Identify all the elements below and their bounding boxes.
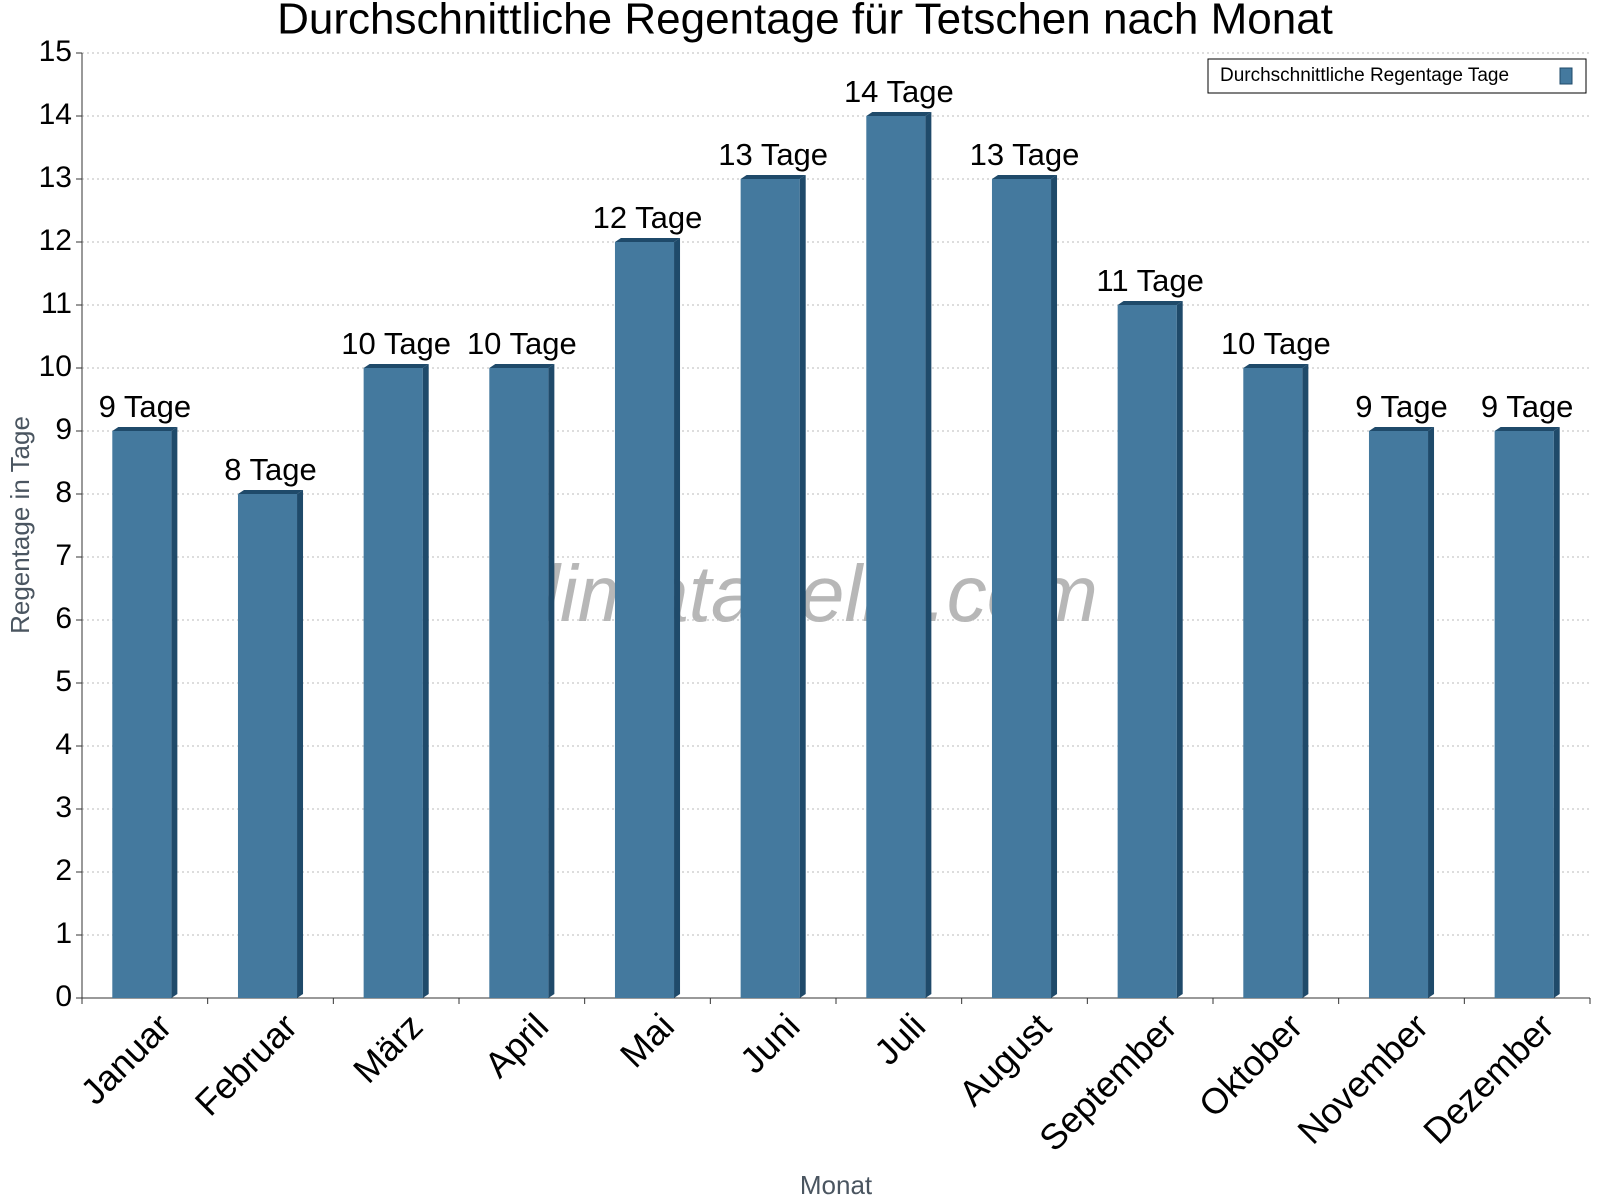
y-tick-label: 10	[39, 350, 72, 383]
y-tick-label: 1	[55, 917, 72, 950]
value-label: 12 Tage	[593, 200, 703, 235]
bar	[1117, 305, 1177, 998]
y-axis-label: Regentage in Tage	[5, 416, 35, 634]
value-label: 10 Tage	[467, 326, 577, 361]
legend-swatch	[1559, 67, 1573, 85]
value-label: 13 Tage	[970, 137, 1080, 172]
x-tick-label: April	[476, 1005, 556, 1085]
bar-side	[1176, 301, 1183, 998]
x-tick-label: August	[951, 1005, 1059, 1113]
bar-side	[925, 112, 932, 998]
bar-top	[363, 364, 429, 368]
y-tick-label: 6	[55, 602, 72, 635]
value-label: 9 Tage	[1481, 389, 1574, 424]
bar	[866, 116, 926, 998]
bar-top	[866, 112, 932, 116]
y-tick-label: 2	[55, 854, 72, 887]
x-tick-label: Juni	[732, 1005, 808, 1081]
y-tick-label: 13	[39, 161, 72, 194]
bar-side	[1553, 427, 1560, 998]
bar-top	[1243, 364, 1309, 368]
x-tick-label: Dezember	[1415, 1005, 1561, 1151]
bar-side	[422, 364, 429, 998]
bar	[112, 431, 172, 998]
value-label: 14 Tage	[844, 74, 954, 109]
y-tick-label: 9	[55, 413, 72, 446]
value-label: 8 Tage	[224, 452, 317, 487]
y-tick-label: 0	[55, 980, 72, 1013]
bar-top	[489, 364, 555, 368]
x-tick-label: Mai	[612, 1005, 682, 1075]
bar-top	[1494, 427, 1560, 431]
y-tick-label: 4	[55, 728, 72, 761]
bar	[1494, 431, 1554, 998]
x-tick-label: Juli	[866, 1005, 933, 1072]
value-label: 9 Tage	[99, 389, 192, 424]
bar	[1368, 431, 1429, 998]
value-label: 13 Tage	[718, 137, 828, 172]
bar-top	[614, 238, 681, 242]
bar-top	[740, 175, 806, 179]
bar-top	[991, 175, 1058, 179]
x-tick-label: November	[1289, 1005, 1435, 1151]
bar-side	[799, 175, 806, 998]
y-tick-label: 3	[55, 791, 72, 824]
bar-side	[171, 427, 178, 998]
bar-side	[1302, 364, 1309, 998]
bar	[991, 179, 1052, 998]
bar	[489, 368, 549, 998]
bar	[614, 242, 675, 998]
bar-top	[237, 490, 304, 494]
bar-side	[297, 490, 304, 998]
value-label: 10 Tage	[1221, 326, 1331, 361]
y-tick-label: 11	[41, 287, 72, 320]
bar-side	[1051, 175, 1058, 998]
bar-side	[674, 238, 681, 998]
y-tick-label: 5	[55, 665, 72, 698]
bar-top	[1368, 427, 1435, 431]
bar	[363, 368, 423, 998]
bar-top	[112, 427, 178, 431]
y-tick-label: 12	[39, 224, 72, 257]
value-label: 9 Tage	[1355, 389, 1448, 424]
bar-side	[1428, 427, 1435, 998]
legend-label: Durchschnittliche Regentage Tage	[1220, 65, 1509, 86]
x-tick-label: März	[345, 1005, 431, 1091]
bar-side	[548, 364, 555, 998]
bar	[740, 179, 800, 998]
y-tick-label: 7	[55, 539, 72, 572]
bar-top	[1117, 301, 1183, 305]
y-tick-label: 8	[55, 476, 72, 509]
x-tick-label: Februar	[187, 1005, 305, 1123]
legend-box	[1207, 58, 1587, 94]
x-tick-label: September	[1031, 1005, 1185, 1159]
y-tick-label: 15	[39, 35, 72, 68]
value-label: 11 Tage	[1096, 263, 1203, 298]
x-tick-label: Oktober	[1191, 1005, 1311, 1125]
bar	[237, 494, 298, 998]
chart-title: Durchschnittliche Regentage für Tetschen…	[277, 0, 1333, 44]
x-axis-label: Monat	[800, 1170, 873, 1200]
y-tick-label: 14	[39, 98, 72, 131]
value-label: 10 Tage	[341, 326, 451, 361]
bar	[1243, 368, 1303, 998]
x-tick-label: Januar	[72, 1005, 179, 1112]
